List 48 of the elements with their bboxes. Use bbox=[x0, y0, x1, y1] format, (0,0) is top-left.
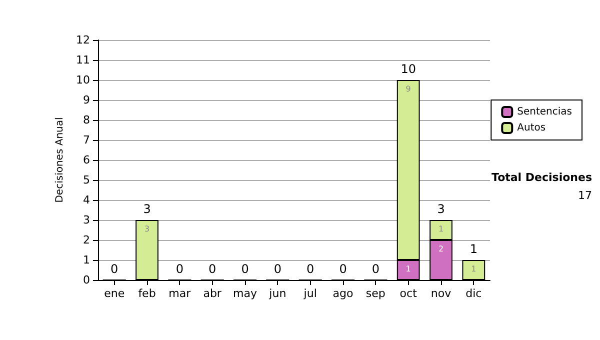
y-tick-label: 5 bbox=[83, 174, 90, 186]
total-label: 1 bbox=[470, 242, 478, 256]
data-label: 3 bbox=[144, 224, 150, 234]
x-tick-label: mar bbox=[168, 287, 192, 300]
total-label: 0 bbox=[176, 262, 184, 276]
x-tick-label: jul bbox=[302, 287, 317, 300]
data-label: 1 bbox=[406, 264, 411, 274]
x-tick-label: ago bbox=[332, 287, 354, 300]
total-label: 10 bbox=[400, 62, 416, 76]
legend-label: Sentencias bbox=[517, 106, 572, 118]
x-tick-label: sep bbox=[366, 287, 386, 300]
total-label: 0 bbox=[339, 262, 347, 276]
y-tick-label: 0 bbox=[83, 274, 90, 286]
y-tick-label: 11 bbox=[76, 54, 90, 66]
x-tick-label: dic bbox=[466, 287, 482, 300]
y-tick-label: 10 bbox=[76, 74, 90, 86]
x-tick-label: abr bbox=[203, 287, 222, 300]
total-label: 0 bbox=[372, 262, 380, 276]
x-tick-label: feb bbox=[138, 287, 156, 300]
y-tick-label: 4 bbox=[83, 194, 90, 206]
x-tick-label: may bbox=[233, 287, 258, 300]
data-label: 2 bbox=[438, 244, 444, 254]
y-tick-label: 7 bbox=[83, 134, 90, 146]
total-label: 0 bbox=[208, 262, 216, 276]
data-label: 9 bbox=[406, 84, 411, 94]
text: 17 bbox=[578, 189, 592, 202]
y-tick-label: 6 bbox=[83, 154, 90, 166]
data-label: 1 bbox=[438, 224, 444, 234]
y-axis-title: Decisiones Anual bbox=[54, 117, 66, 203]
total-label: 3 bbox=[143, 202, 151, 216]
x-tick-label: nov bbox=[430, 287, 452, 300]
x-tick-label: ene bbox=[104, 287, 125, 300]
y-tick-label: 1 bbox=[83, 254, 90, 266]
total-label: 0 bbox=[241, 262, 249, 276]
y-tick-label: 9 bbox=[83, 94, 90, 106]
total-label: 0 bbox=[306, 262, 314, 276]
total-label: 3 bbox=[437, 202, 445, 216]
y-tick-label: 3 bbox=[83, 214, 90, 226]
y-tick-label: 2 bbox=[83, 234, 90, 246]
x-tick-label: oct bbox=[400, 287, 418, 300]
y-tick-label: 12 bbox=[76, 34, 90, 46]
x-tick-label: jun bbox=[268, 287, 286, 300]
total-label: 0 bbox=[110, 262, 118, 276]
legend-label: Autos bbox=[517, 122, 546, 134]
y-tick-label: 8 bbox=[83, 114, 90, 126]
total-label: 0 bbox=[274, 262, 282, 276]
data-label: 1 bbox=[471, 264, 476, 274]
text: Total Decisiones bbox=[492, 171, 592, 184]
